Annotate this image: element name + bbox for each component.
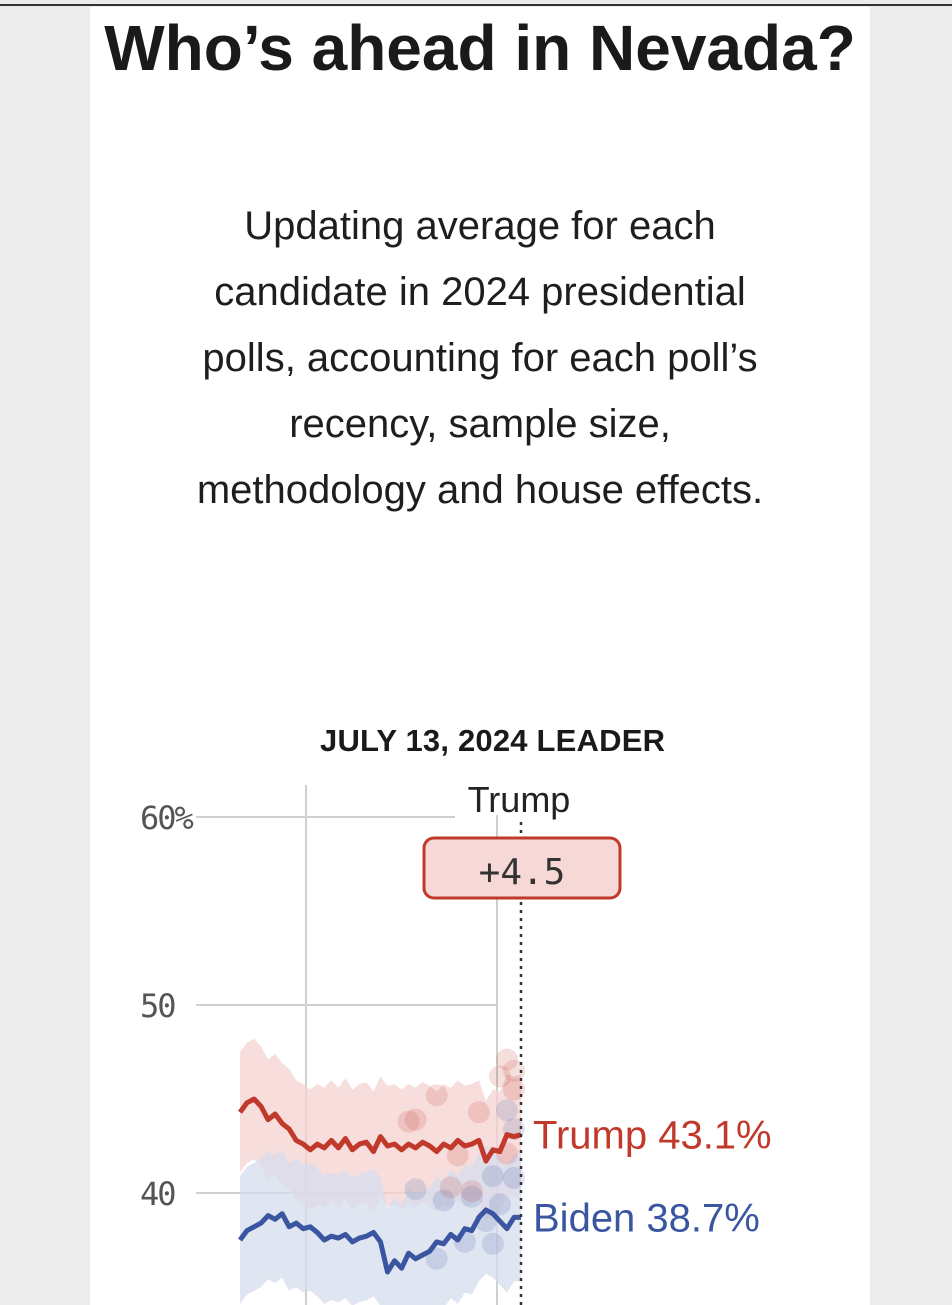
trump-poll-dot (460, 1180, 483, 1203)
biden-poll-dot (432, 1189, 455, 1212)
chart-labels: 60% 50 40 Trump 43.1% Biden 38.7% Trump +4.5 (140, 779, 772, 1305)
trump-poll-dot (495, 1048, 518, 1071)
biden-average-line (237, 1207, 521, 1275)
leader-name: Trump (468, 779, 571, 820)
biden-uncertainty-band (240, 1146, 521, 1305)
y-tick-label: 40 (140, 1175, 175, 1213)
trump-end-label: Trump 43.1% (533, 1114, 772, 1158)
margin-badge (422, 836, 622, 900)
uncertainty-bands (240, 1038, 521, 1305)
biden-poll-dot (502, 1166, 525, 1189)
trump-poll-dot (397, 1110, 420, 1133)
trump-poll-dot (467, 1101, 490, 1124)
margin-value: +4.5 (479, 852, 566, 893)
trump-poll-dot (404, 1108, 427, 1131)
trump-poll-dot (488, 1065, 511, 1088)
leader-date-label: JULY 13, 2024 LEADER (320, 723, 666, 758)
biden-poll-dot (495, 1099, 518, 1122)
poll-dots (397, 1048, 525, 1270)
y-tick-label: 50 (140, 987, 175, 1025)
trump-poll-dot (502, 1059, 525, 1082)
biden-poll-dot (404, 1178, 427, 1201)
biden-poll-dot (481, 1165, 504, 1188)
average-lines (237, 1096, 522, 1275)
trump-poll-dot (439, 1176, 462, 1199)
trump-average-line (237, 1096, 522, 1164)
chart-description: Updating average for each candidate in 2… (196, 204, 764, 512)
page-title: Who’s ahead in Nevada? (104, 12, 856, 84)
trump-poll-dot (425, 1084, 448, 1107)
y-tick-label: 60% (140, 799, 194, 837)
biden-poll-dot (460, 1185, 483, 1208)
top-border (0, 4, 952, 6)
biden-poll-dot (481, 1232, 504, 1255)
trump-poll-dot (502, 1078, 525, 1101)
biden-end-label: Biden 38.7% (533, 1196, 760, 1240)
biden-poll-dot (488, 1193, 511, 1216)
